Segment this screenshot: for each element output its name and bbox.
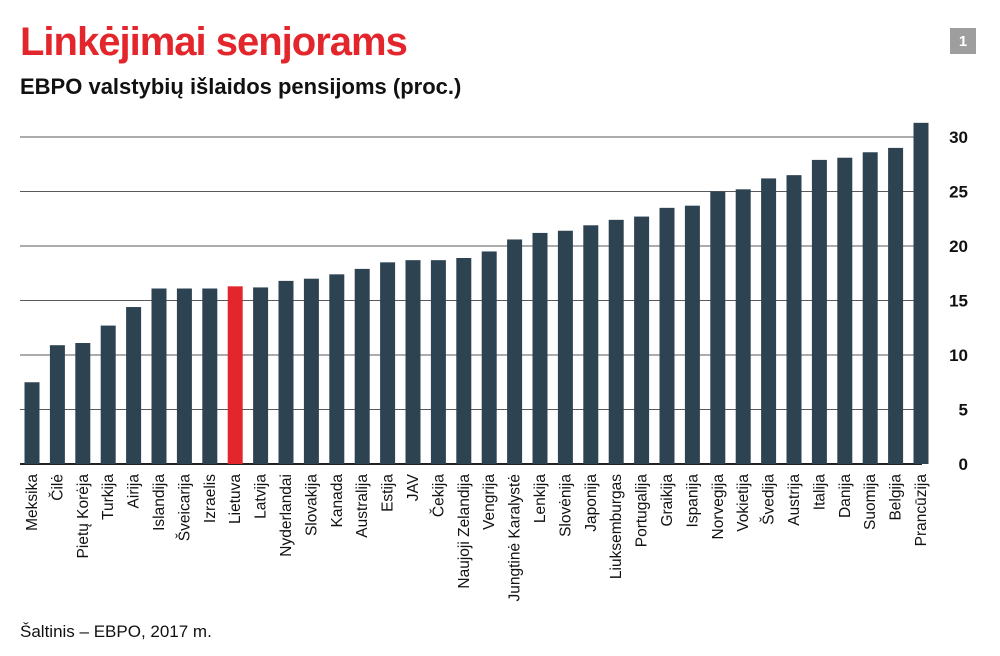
x-category-label: Airija	[126, 474, 143, 509]
x-category-label: Italija	[811, 474, 828, 511]
bar-15	[405, 260, 421, 464]
bar-29	[761, 178, 777, 465]
x-category-label: Turkija	[100, 474, 117, 520]
x-category-label: Nyderlandai	[278, 474, 295, 557]
x-category-label: Naujoji Zelandija	[456, 474, 473, 589]
x-category-label: Liuksemburgas	[608, 474, 625, 579]
bar-4	[126, 307, 142, 464]
x-axis-labels: Meksika Čilė Pietų Korėja Turkija Airija Isla…	[24, 473, 930, 601]
bar-19	[507, 239, 523, 464]
x-category-label: Slovėnija	[557, 474, 574, 537]
x-category-label: Australija	[354, 474, 371, 538]
x-category-label: Austrija	[786, 474, 803, 526]
x-category-label: Čilė	[49, 474, 66, 501]
x-category-label: JAV	[405, 473, 422, 501]
bars	[24, 122, 929, 465]
x-category-label: Izraelis	[202, 474, 219, 523]
bar-22	[583, 225, 599, 464]
figure-number-badge: 1	[950, 28, 976, 54]
bar-1	[49, 345, 65, 464]
bar-21	[557, 230, 573, 464]
bar-34	[888, 147, 904, 464]
bar-11	[303, 278, 319, 464]
x-category-label: Pietų Korėja	[75, 474, 92, 559]
bar-23	[608, 219, 624, 464]
x-category-label: Belgija	[888, 474, 905, 521]
y-axis-ticks: 0 5 10 15 20 25 30	[949, 128, 968, 474]
bar-31	[811, 159, 827, 464]
bar-18	[481, 251, 497, 464]
bar-25	[659, 207, 675, 464]
x-category-label: Japonija	[583, 474, 600, 532]
x-category-label: Švedija	[761, 474, 778, 525]
y-tick-label: 15	[949, 292, 968, 311]
x-category-label: Graikija	[659, 474, 676, 527]
bar-32	[837, 157, 853, 464]
bar-8	[227, 286, 243, 464]
x-category-label: Šveicarija	[176, 474, 193, 542]
bar-17	[456, 257, 472, 464]
bar-20	[532, 232, 548, 464]
x-category-label: Estija	[380, 474, 397, 512]
bar-2	[75, 343, 91, 464]
x-category-label: Kanada	[329, 474, 346, 528]
bar-26	[684, 205, 700, 465]
bar-0	[24, 382, 40, 464]
y-tick-label: 10	[949, 346, 968, 365]
chart-title: Linkėjimai senjorams	[20, 20, 408, 64]
bar-12	[329, 274, 345, 464]
x-category-label: Jungtinė Karalystė	[507, 474, 524, 602]
x-category-label: Latvija	[253, 474, 270, 519]
bar-27	[710, 191, 726, 464]
bar-10	[278, 280, 294, 464]
x-category-label: Lenkija	[532, 474, 549, 523]
y-tick-label: 5	[959, 401, 968, 420]
bar-16	[430, 260, 446, 464]
x-category-label: Vokietija	[735, 474, 752, 532]
bar-13	[354, 268, 370, 464]
y-tick-label: 30	[949, 128, 968, 147]
y-tick-label: 0	[959, 455, 968, 474]
bar-9	[253, 287, 269, 464]
bar-14	[380, 262, 396, 464]
x-category-label: Lietuva	[227, 474, 244, 524]
bar-24	[634, 216, 650, 464]
x-category-label: Portugalija	[634, 474, 651, 548]
y-tick-label: 20	[949, 237, 968, 256]
y-tick-label: 25	[949, 183, 968, 202]
x-category-label: Suomija	[862, 474, 879, 530]
x-category-label: Prancūzija	[913, 474, 930, 547]
x-category-label: Čekija	[430, 474, 447, 517]
x-category-label: Ispanija	[684, 474, 701, 528]
x-category-label: Vengrija	[481, 474, 498, 530]
x-category-label: Meksika	[24, 474, 41, 531]
bar-30	[786, 175, 802, 464]
x-category-label: Danija	[837, 474, 854, 518]
source-note: Šaltinis – EBPO, 2017 m.	[20, 622, 212, 641]
x-category-label: Islandija	[151, 474, 168, 531]
bar-28	[735, 189, 751, 464]
bar-6	[176, 288, 192, 464]
x-category-label: Norvegija	[710, 474, 727, 540]
bar-7	[202, 288, 218, 464]
bar-3	[100, 325, 116, 464]
bar-5	[151, 288, 167, 464]
bar-35	[913, 122, 929, 464]
chart-subtitle: EBPO valstybių išlaidos pensijoms (proc.…	[20, 74, 462, 99]
x-category-label: Slovakija	[303, 474, 320, 536]
bar-33	[862, 152, 878, 464]
